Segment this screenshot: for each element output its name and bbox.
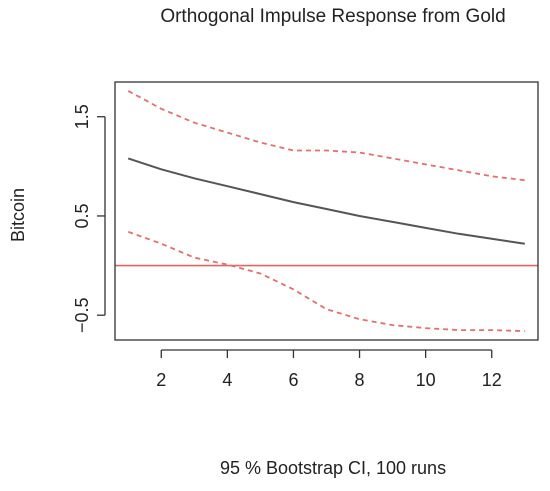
y-tick-label: 1.5 <box>72 104 92 129</box>
x-tick-label: 6 <box>288 370 298 390</box>
lower-ci-line <box>127 230 525 332</box>
y-tick-label: 0.5 <box>72 203 92 228</box>
chart-title: Orthogonal Impulse Response from Gold <box>160 6 505 27</box>
series-layer <box>115 90 538 332</box>
upper-ci-line <box>127 90 525 182</box>
impulse-response-line <box>127 157 525 245</box>
x-tick-label: 8 <box>355 370 365 390</box>
y-axis-title: Bitcoin <box>8 188 28 242</box>
x-tick-label: 2 <box>156 370 166 390</box>
chart-caption: 95 % Bootstrap CI, 100 runs <box>220 458 446 478</box>
x-tick-label: 10 <box>416 370 436 390</box>
x-tick-label: 4 <box>222 370 232 390</box>
y-tick-label: −0.5 <box>72 297 92 333</box>
x-tick-label: 12 <box>482 370 502 390</box>
tick-labels-layer: 2 4 6 8 10 12 −0.5 0.5 1.5 <box>72 104 502 390</box>
plot-frame <box>114 81 539 341</box>
axes-layer <box>97 116 493 358</box>
